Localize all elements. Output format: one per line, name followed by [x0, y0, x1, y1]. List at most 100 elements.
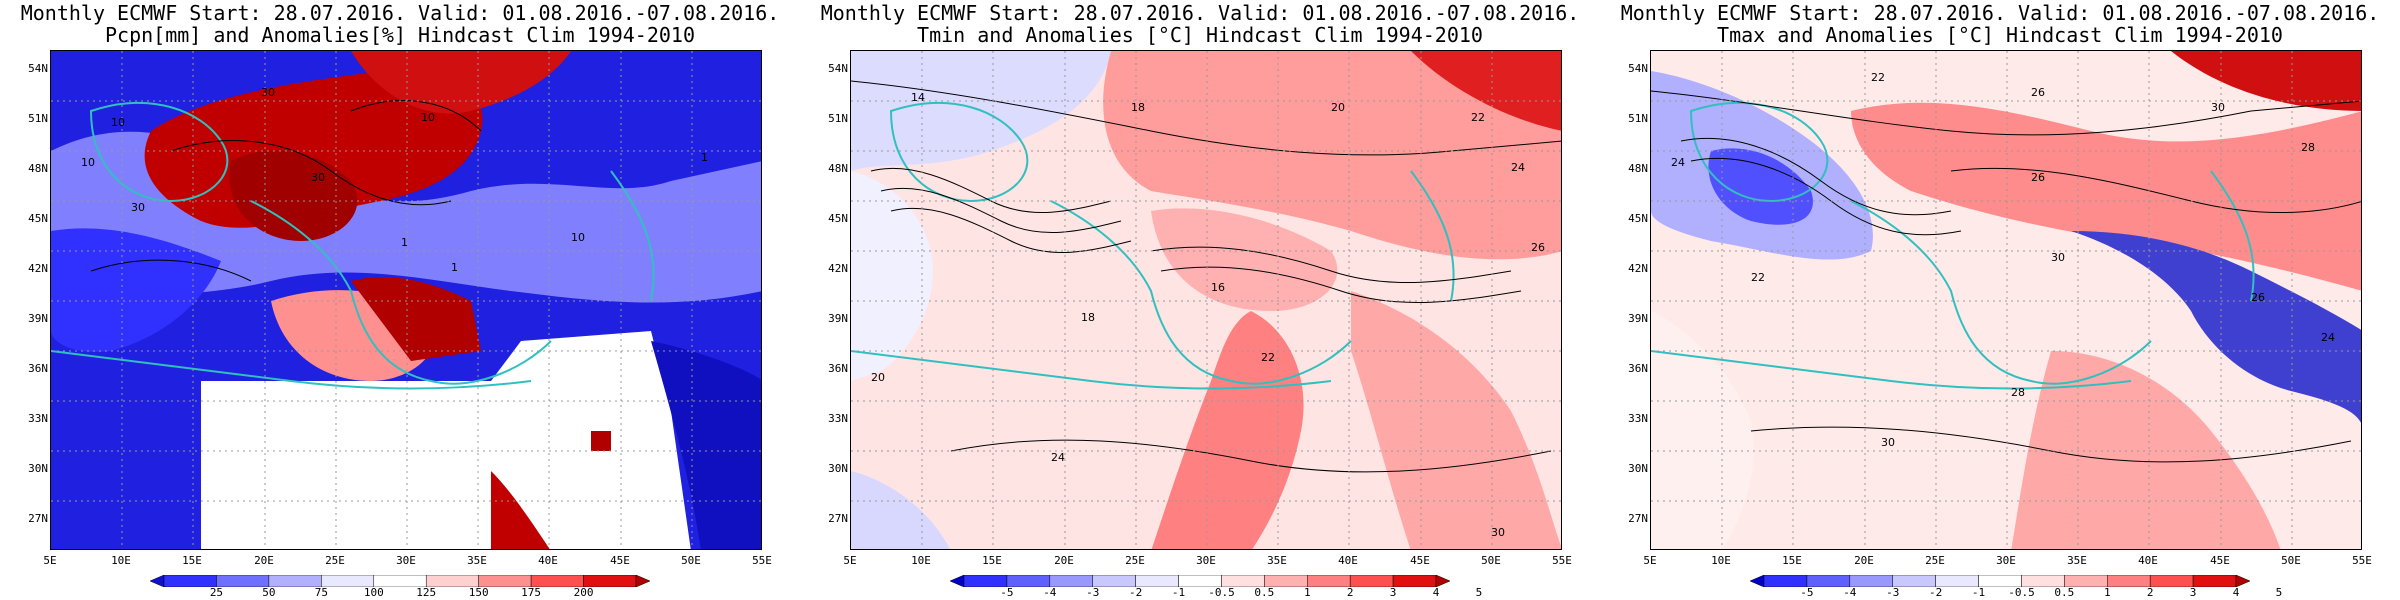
contour-label: 18 [1081, 311, 1095, 324]
lon-label: 45E [610, 554, 630, 567]
lon-label: 5E [43, 554, 57, 567]
colorbar-tick-label: -5 [1000, 586, 1014, 599]
lat-label: 45N [1628, 212, 1648, 225]
lat-label: 39N [828, 312, 848, 325]
contour-label: 30 [261, 86, 275, 99]
contour-label: 22 [1751, 271, 1765, 284]
lat-label: 54N [28, 62, 48, 75]
contour-label: 10 [421, 111, 435, 124]
lon-label: 55E [2352, 554, 2372, 567]
contour-label: 26 [2031, 86, 2045, 99]
lon-label: 35E [1267, 554, 1287, 567]
colorbar-tick-label: -4 [1043, 586, 1057, 599]
lon-label: 10E [1711, 554, 1731, 567]
lon-label: 40E [2138, 554, 2158, 567]
colorbar-segment [149, 574, 165, 588]
colorbar [149, 572, 651, 588]
lon-label: 50E [681, 554, 701, 567]
lat-label: 42N [28, 262, 48, 275]
colorbar-tick-label: -2 [1129, 586, 1143, 599]
lat-label: 51N [1628, 112, 1648, 125]
contour-label: 22 [1261, 351, 1275, 364]
lon-label: 15E [1782, 554, 1802, 567]
lat-label: 48N [28, 162, 48, 175]
lon-label: 45E [1410, 554, 1430, 567]
colorbar-tick-label: -5 [1800, 586, 1814, 599]
colorbar-tick-label: -3 [1886, 586, 1900, 599]
colorbar-tick-label: 3 [2189, 586, 2197, 599]
panel-title-line1: Monthly ECMWF Start: 28.07.2016. Valid: … [1620, 1, 2380, 25]
lon-label: 40E [1338, 554, 1358, 567]
lat-label: 45N [828, 212, 848, 225]
colorbar-tick-label: 0.5 [2054, 586, 2075, 599]
lon-label: 30E [396, 554, 416, 567]
lon-label: 25E [1925, 554, 1945, 567]
colorbar-tick-label: -4 [1843, 586, 1857, 599]
lat-label: 27N [28, 512, 48, 525]
lat-label: 33N [28, 412, 48, 425]
map-area: 10 30 10 1 10 30 1 10 30 1 [50, 50, 762, 550]
colorbar-tick-label: -1 [1171, 586, 1186, 599]
contour-label: 26 [2031, 171, 2045, 184]
colorbar-tick-label: 1 [1303, 586, 1311, 599]
contour-label: 10 [111, 116, 125, 129]
lat-label: 51N [28, 112, 48, 125]
lon-label: 40E [538, 554, 558, 567]
lon-label: 5E [843, 554, 857, 567]
contour-label: 24 [1051, 451, 1065, 464]
lat-label: 39N [28, 312, 48, 325]
lat-label: 54N [1628, 62, 1648, 75]
colorbar-segment [2235, 574, 2251, 588]
panel-tmin: Monthly ECMWF Start: 28.07.2016. Valid: … [800, 0, 1600, 600]
contour-label: 28 [2301, 141, 2315, 154]
lat-label: 27N [828, 512, 848, 525]
colorbar-tick-label: 5 [2275, 586, 2283, 599]
lat-label: 42N [1628, 262, 1648, 275]
lat-label: 39N [1628, 312, 1648, 325]
colorbar-tick-label: 4 [2232, 586, 2240, 599]
lat-label: 30N [1628, 462, 1648, 475]
lon-label: 5E [1643, 554, 1657, 567]
contour-label: 30 [311, 171, 325, 184]
lat-label: 27N [1628, 512, 1648, 525]
lat-label: 30N [828, 462, 848, 475]
lat-label: 51N [828, 112, 848, 125]
contour-label: 14 [911, 91, 925, 104]
colorbar-tick-label: 125 [416, 586, 437, 599]
colorbar-tick-label: -0.5 [1208, 586, 1235, 599]
contour-label: 30 [1881, 436, 1895, 449]
lat-label: 45N [28, 212, 48, 225]
colorbar-tick-label: -0.5 [2008, 586, 2035, 599]
lon-label: 55E [1552, 554, 1572, 567]
lat-label: 48N [1628, 162, 1648, 175]
contour-label: 18 [1131, 101, 1145, 114]
colorbar-tick-label: -1 [1971, 586, 1986, 599]
colorbar-segment [635, 574, 651, 588]
colorbar-tick-label: 75 [314, 586, 328, 599]
lon-label: 30E [1196, 554, 1216, 567]
lat-label: 36N [1628, 362, 1648, 375]
colorbar [949, 572, 1451, 588]
lon-label: 35E [467, 554, 487, 567]
lat-label: 42N [828, 262, 848, 275]
contour-label: 30 [1491, 526, 1505, 539]
contour-label: 1 [701, 151, 708, 164]
lat-label: 36N [828, 362, 848, 375]
panel-title-line1: Monthly ECMWF Start: 28.07.2016. Valid: … [20, 1, 780, 25]
panel-title-line2: Tmax and Anomalies [°C] Hindcast Clim 19… [1717, 23, 2283, 47]
colorbar-tick-label: 2 [1346, 586, 1354, 599]
contour-label: 24 [1511, 161, 1525, 174]
contour-label: 28 [2011, 386, 2025, 399]
lon-label: 20E [254, 554, 274, 567]
lon-label: 20E [1054, 554, 1074, 567]
contour-label: 26 [1531, 241, 1545, 254]
panel-title-line2: Pcpn[mm] and Anomalies[%] Hindcast Clim … [104, 23, 695, 47]
lon-label: 15E [982, 554, 1002, 567]
colorbar-segment [949, 574, 965, 588]
contour-label: 30 [2051, 251, 2065, 264]
lon-label: 50E [1481, 554, 1501, 567]
contour-label: 30 [131, 201, 145, 214]
lon-label: 30E [1996, 554, 2016, 567]
colorbar-tick-label: -3 [1086, 586, 1100, 599]
colorbar-tick-label: 0.5 [1254, 586, 1275, 599]
